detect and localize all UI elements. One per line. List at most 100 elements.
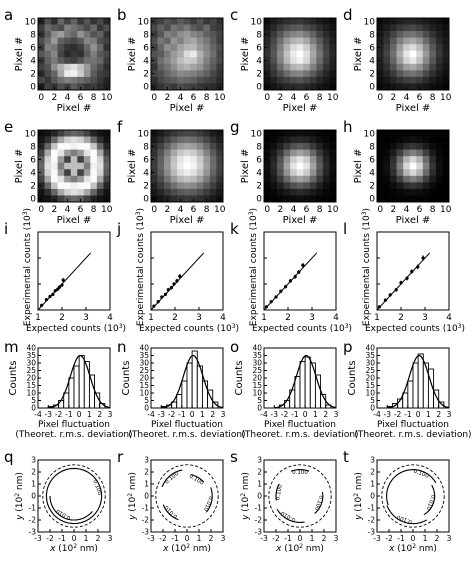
heat-cell (196, 136, 204, 144)
heat-cell (157, 143, 165, 150)
x-tick-label: 3 (221, 534, 226, 543)
heat-cell (403, 83, 411, 91)
heat-cell (103, 162, 111, 170)
y-tick-label: 6 (30, 155, 36, 165)
heat-cell (209, 130, 217, 137)
y-tick-label: -3 (142, 528, 150, 537)
heat-cell (277, 44, 284, 52)
heat-cell (442, 162, 450, 170)
data-point (274, 295, 278, 299)
heat-cell (277, 50, 284, 58)
y-tick-label: 2 (369, 70, 375, 80)
heat-cell (290, 136, 298, 144)
heat-cell (190, 195, 198, 203)
heat-cell (396, 156, 404, 164)
heat-cell (429, 70, 437, 78)
heat-cell (77, 130, 85, 137)
data-point (40, 303, 44, 307)
heat-cell (64, 188, 72, 196)
y-tick-label: 0 (143, 83, 149, 93)
heat-cell (103, 18, 111, 25)
x-tick-label: 4 (65, 205, 71, 215)
heat-cell (157, 24, 165, 32)
heat-cell (57, 136, 65, 144)
x-tick-label: 0 (298, 534, 303, 543)
heat-cell (409, 63, 417, 71)
heat-cell (183, 18, 191, 25)
heat-cell (277, 130, 284, 137)
heat-cell (209, 182, 217, 190)
heat-cell (83, 195, 91, 203)
y-tick-label: 0 (256, 195, 262, 205)
y-tick-label: 6 (369, 155, 375, 165)
heat-cell (303, 18, 311, 25)
heat-cell (151, 130, 158, 137)
heat-cell (277, 195, 284, 203)
heat-cell (151, 57, 158, 65)
x-tick-label: 2 (323, 410, 328, 419)
y-tick-label: -3 (368, 528, 376, 537)
y-unit-sup: 2 (14, 493, 21, 497)
x-axis-label: Pixel # (57, 103, 92, 114)
heat-cell (170, 24, 178, 32)
heat-cell (442, 149, 450, 157)
y-tick-label: 25 (26, 366, 36, 375)
heat-cell (416, 149, 424, 157)
heat-cell (196, 149, 204, 157)
y-tick-label: 2 (256, 70, 262, 80)
y-unit-sup: 3 (248, 211, 255, 215)
x-tick-label: 3 (334, 410, 339, 419)
heat-cell (309, 149, 317, 157)
y-tick-label: 20 (139, 374, 149, 383)
heat-cell (83, 57, 91, 65)
heat-cell (442, 195, 450, 203)
data-point (178, 274, 182, 278)
heat-cell (77, 182, 85, 190)
heat-cell (177, 136, 185, 144)
y-axis-label: Counts (347, 361, 358, 396)
heat-cell (170, 57, 178, 65)
x-tick-label: 0 (151, 205, 157, 215)
heat-cell (277, 63, 284, 71)
heat-cell (377, 76, 384, 84)
heat-cell (429, 156, 437, 164)
heat-cell (164, 136, 171, 144)
heat-cell (264, 57, 271, 65)
heat-cell (277, 83, 284, 91)
y-tick-label: 8 (30, 142, 36, 152)
heat-cell (264, 195, 271, 203)
heat-cell (51, 130, 58, 137)
x-tick-label: -2 (159, 534, 167, 543)
heat-cell (270, 188, 278, 196)
heat-cell (64, 57, 72, 65)
heat-cell (422, 149, 430, 157)
x-tick-label: 4 (291, 93, 297, 103)
heat-cell (64, 31, 72, 38)
y-tick-label: -2 (368, 516, 376, 525)
heat-cell (203, 24, 211, 32)
heat-cell (435, 70, 443, 78)
heat-cell (290, 37, 298, 45)
heat-cell (309, 130, 317, 137)
x-tick-label: 2 (390, 93, 396, 103)
heat-cell (170, 83, 178, 91)
heat-cell (70, 76, 78, 84)
heat-cell (196, 175, 204, 183)
heat-cell (283, 143, 291, 150)
heat-cell (396, 175, 404, 183)
x-tick-label: 10 (214, 93, 226, 103)
heat-cell (196, 37, 204, 45)
heat-cell (396, 149, 404, 157)
heat-cell (290, 195, 298, 203)
heat-cell (264, 143, 271, 150)
heat-cell (429, 63, 437, 71)
heat-cell (396, 63, 404, 71)
heat-cell (383, 18, 391, 25)
heat-cell (416, 18, 424, 25)
heat-cell (416, 83, 424, 91)
heat-cell (203, 136, 211, 144)
x-tick-label: 3 (221, 410, 226, 419)
heat-cell (296, 162, 304, 170)
x-tick-label: -3 (34, 534, 42, 543)
